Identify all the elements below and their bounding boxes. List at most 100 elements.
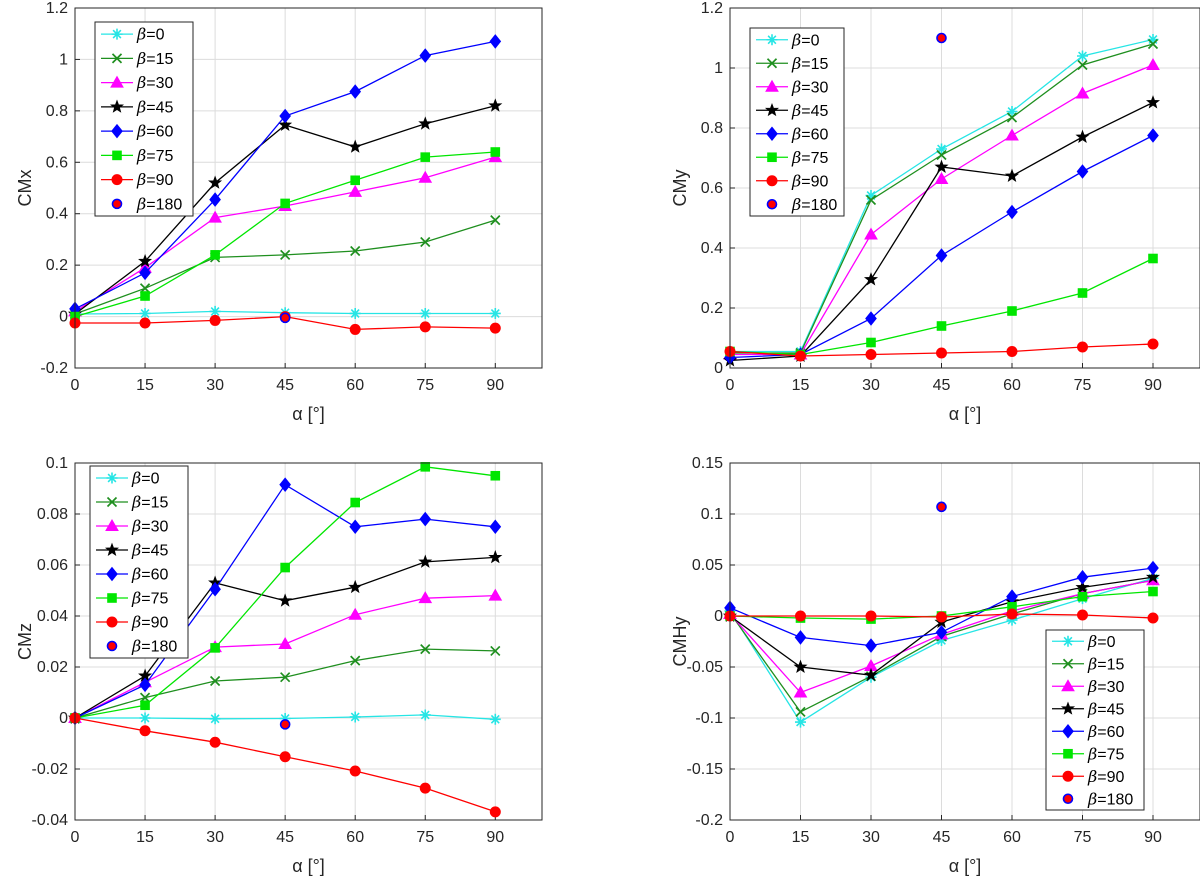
data-point	[865, 349, 877, 360]
data-point	[1006, 614, 1018, 626]
legend-entry: β=75	[1052, 744, 1124, 763]
data-point	[350, 175, 360, 186]
data-point	[1006, 608, 1018, 620]
y-axis-label: CMy	[670, 170, 690, 207]
axes-box	[729, 7, 1200, 369]
y-tick-label: 0.1	[701, 506, 723, 523]
legend-marker	[1062, 723, 1074, 739]
legend-entry: β=15	[756, 54, 828, 73]
data-point	[1077, 50, 1088, 62]
data-point	[1075, 580, 1090, 594]
legend-label: β=60	[791, 124, 828, 143]
data-point	[936, 501, 947, 513]
data-point	[419, 709, 431, 721]
legend-entry: β=15	[101, 49, 173, 68]
data-point	[489, 307, 501, 319]
data-point	[418, 591, 433, 604]
data-point	[795, 610, 806, 622]
legend-marker	[106, 566, 118, 582]
series-beta-60	[69, 34, 502, 317]
x-tick-label: 60	[346, 829, 364, 846]
data-point	[348, 579, 363, 594]
data-point	[936, 634, 947, 646]
legend-marker	[1060, 701, 1076, 715]
y-tick-label: 0.8	[46, 103, 68, 120]
data-point	[490, 470, 501, 481]
y-tick-label: 0.02	[37, 659, 68, 676]
series-beta-90	[724, 338, 1159, 362]
x-tick-label: 60	[346, 377, 364, 394]
data-point	[279, 713, 291, 725]
data-point	[278, 637, 293, 650]
legend-label: β=75	[1087, 744, 1124, 763]
legend-box	[89, 465, 189, 659]
y-tick-label: 0.05	[692, 557, 723, 574]
data-point	[210, 643, 220, 653]
legend-marker	[1062, 793, 1074, 805]
data-point	[278, 593, 293, 607]
data-point	[1147, 560, 1159, 576]
series-beta-75	[70, 462, 501, 723]
y-tick-label: 0.1	[46, 455, 68, 472]
data-point	[209, 314, 221, 326]
series-beta-90	[724, 608, 1159, 624]
data-point	[208, 210, 222, 223]
legend-label: β=15	[131, 493, 168, 512]
data-point	[280, 672, 291, 683]
data-point	[139, 677, 151, 693]
x-tick-label: 45	[276, 377, 294, 394]
data-point	[139, 317, 151, 329]
legend-entry: β=0	[1052, 632, 1116, 651]
legend-entry: β=180	[1062, 789, 1133, 808]
x-tick-label: 45	[933, 377, 951, 394]
data-point	[138, 253, 153, 268]
legend-marker	[110, 75, 124, 88]
legend-marker	[1062, 635, 1074, 647]
legend-entry: β=180	[111, 194, 182, 213]
x-tick-label: 75	[1074, 829, 1092, 846]
axes-box	[729, 462, 1200, 821]
data-point	[795, 706, 806, 717]
y-tick-label: 0.2	[701, 300, 723, 317]
data-point	[490, 645, 501, 657]
legend-label: β=90	[131, 613, 168, 632]
data-point	[208, 175, 223, 189]
legend-entry: β=90	[101, 170, 173, 189]
legend-marker	[109, 99, 125, 113]
y-tick-label: 0.04	[37, 608, 68, 625]
data-point	[279, 108, 291, 124]
data-point	[488, 550, 503, 564]
data-point	[1077, 341, 1088, 353]
legend-marker	[765, 79, 779, 92]
legend-label: β=75	[131, 589, 168, 608]
legend: β=0 β=15 β=30 β=45 β=60 β=75 β=90 β=180	[94, 21, 194, 217]
x-tick-label: 15	[136, 377, 154, 394]
x-tick-label: 30	[206, 377, 224, 394]
legend-label: β=180	[791, 195, 837, 214]
x-tick-label: 0	[71, 377, 80, 394]
data-point	[418, 170, 433, 183]
data-point	[1007, 306, 1017, 316]
legend-entry: β=45	[96, 541, 168, 560]
legend-marker	[767, 152, 777, 163]
data-point	[348, 184, 363, 197]
data-point	[209, 736, 221, 748]
series-beta-180	[936, 501, 947, 513]
legend-label: β=30	[131, 517, 168, 536]
data-point	[936, 611, 947, 623]
legend-marker	[106, 616, 118, 628]
data-point	[1148, 253, 1158, 264]
data-point	[795, 716, 806, 728]
legend-entry: β=0	[96, 469, 160, 488]
y-tick-label: 1	[59, 51, 68, 68]
series-beta-180	[279, 719, 291, 730]
x-tick-label: 45	[276, 829, 294, 846]
legend-label: β=60	[1087, 722, 1124, 741]
legend-entry: β=75	[101, 146, 173, 165]
legend-entry: β=30	[96, 517, 168, 536]
legend-marker	[106, 472, 118, 484]
legend-box	[1045, 629, 1145, 811]
data-point	[280, 249, 291, 260]
legend-entry: β=75	[96, 589, 168, 608]
